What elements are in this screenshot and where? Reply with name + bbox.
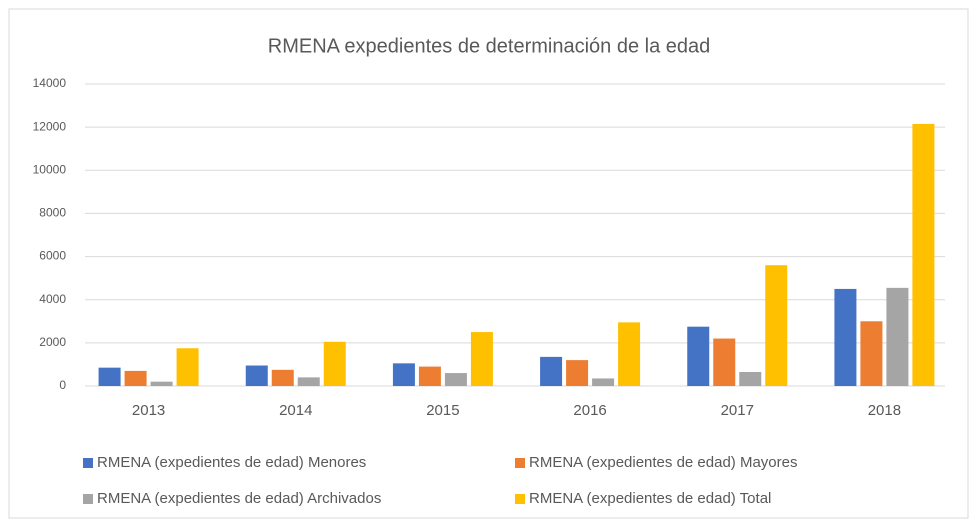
- chart-frame: [8, 8, 969, 519]
- bar: [98, 367, 121, 386]
- legend-swatch: [515, 494, 525, 504]
- bar: [834, 288, 857, 386]
- bar: [297, 377, 320, 386]
- legend-label: RMENA (expedientes de edad) Archivados: [97, 490, 381, 507]
- bar: [860, 321, 883, 386]
- bar: [418, 366, 441, 386]
- chart-title: RMENA expedientes de determinación de la…: [268, 35, 711, 57]
- x-tick-label: 2015: [426, 402, 459, 419]
- y-tick-label: 10000: [33, 162, 67, 176]
- y-tick-label: 6000: [39, 249, 66, 263]
- bar: [124, 370, 147, 386]
- legend-swatch: [83, 458, 93, 468]
- bar: [592, 378, 615, 386]
- x-tick-label: 2013: [132, 402, 165, 419]
- bar: [618, 322, 641, 386]
- y-tick-label: 0: [59, 378, 66, 392]
- bar: [392, 363, 415, 386]
- y-tick-label: 4000: [39, 292, 66, 306]
- bar: [886, 287, 909, 386]
- bar: [150, 381, 173, 386]
- bar: [470, 332, 493, 386]
- bar: [540, 356, 563, 386]
- x-tick-label: 2014: [279, 402, 312, 419]
- legend-label: RMENA (expedientes de edad) Menores: [97, 454, 366, 471]
- bar: [323, 341, 346, 386]
- y-tick-label: 8000: [39, 206, 66, 220]
- bar: [739, 371, 762, 386]
- legend-label: RMENA (expedientes de edad) Mayores: [529, 454, 797, 471]
- bar: [765, 265, 788, 386]
- bar: [271, 369, 294, 386]
- y-tick-label: 12000: [33, 119, 67, 133]
- y-tick-label: 2000: [39, 335, 66, 349]
- y-tick-label: 14000: [33, 76, 67, 90]
- legend-label: RMENA (expedientes de edad) Total: [529, 490, 771, 507]
- bar: [687, 326, 710, 386]
- x-tick-label: 2018: [868, 402, 901, 419]
- bar: [444, 373, 467, 386]
- legend-swatch: [515, 458, 525, 468]
- x-tick-label: 2016: [573, 402, 606, 419]
- bar: [566, 360, 589, 386]
- legend-swatch: [83, 494, 93, 504]
- bar: [176, 348, 199, 386]
- bar: [912, 123, 935, 387]
- bar: [713, 338, 736, 386]
- bar: [245, 365, 268, 386]
- x-tick-label: 2017: [721, 402, 754, 419]
